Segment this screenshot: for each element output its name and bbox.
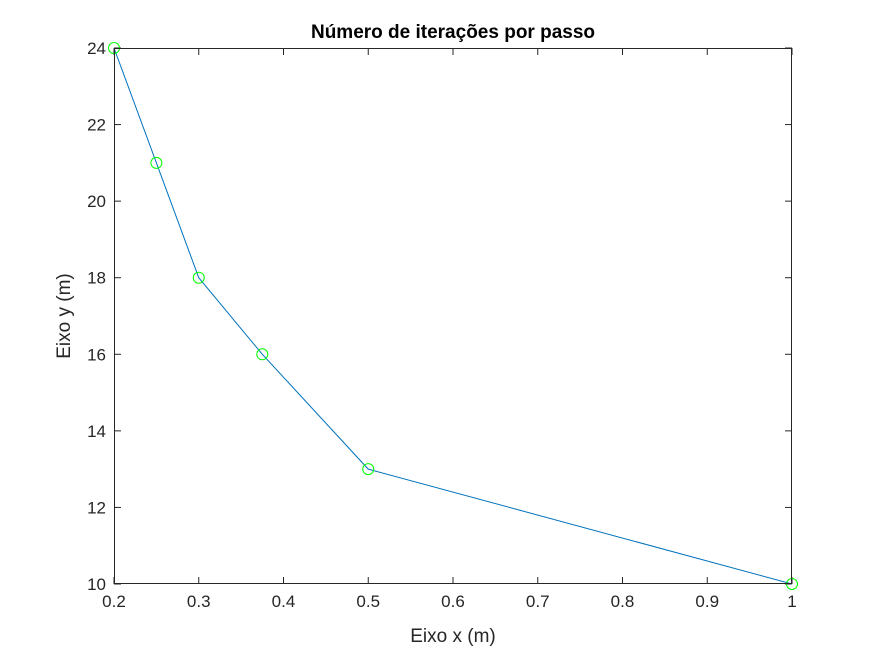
x-tick-label: 0.8 — [611, 592, 635, 611]
x-tick-label: 0.2 — [102, 592, 126, 611]
series-line — [113, 47, 793, 585]
x-tick-label: 0.6 — [441, 592, 465, 611]
x-axis-label: Eixo x (m) — [410, 626, 496, 647]
y-tick-label: 24 — [87, 39, 106, 58]
data-point-marker — [256, 348, 269, 361]
y-tick-label: 22 — [87, 116, 106, 135]
plot-area — [114, 48, 792, 584]
data-point-marker — [192, 271, 205, 284]
x-tick-label: 0.3 — [187, 592, 211, 611]
plot-frame — [114, 48, 792, 584]
ticks-group: 0.2 0.3 0.4 0.5 0.6 0.7 0.8 0.9 1 10 12 14 16 18 20 22 2… — [87, 39, 797, 611]
chart-title: Número de iterações por passo — [311, 22, 595, 43]
y-tick-label: 16 — [87, 345, 106, 364]
y-tick-label: 18 — [87, 269, 106, 288]
x-tick-label: 1 — [787, 592, 796, 611]
y-tick-label: 14 — [87, 422, 106, 441]
x-tick-label: 0.7 — [526, 592, 550, 611]
x-tick-label: 0.4 — [272, 592, 296, 611]
y-tick-label: 20 — [87, 192, 106, 211]
y-tick-label: 10 — [87, 575, 106, 594]
y-tick-label: 12 — [87, 498, 106, 517]
data-point-marker — [362, 463, 375, 476]
data-point-marker — [150, 156, 163, 169]
y-axis-label: Eixo y (m) — [54, 273, 75, 359]
x-tick-label: 0.9 — [695, 592, 719, 611]
x-tick-label: 0.5 — [356, 592, 380, 611]
